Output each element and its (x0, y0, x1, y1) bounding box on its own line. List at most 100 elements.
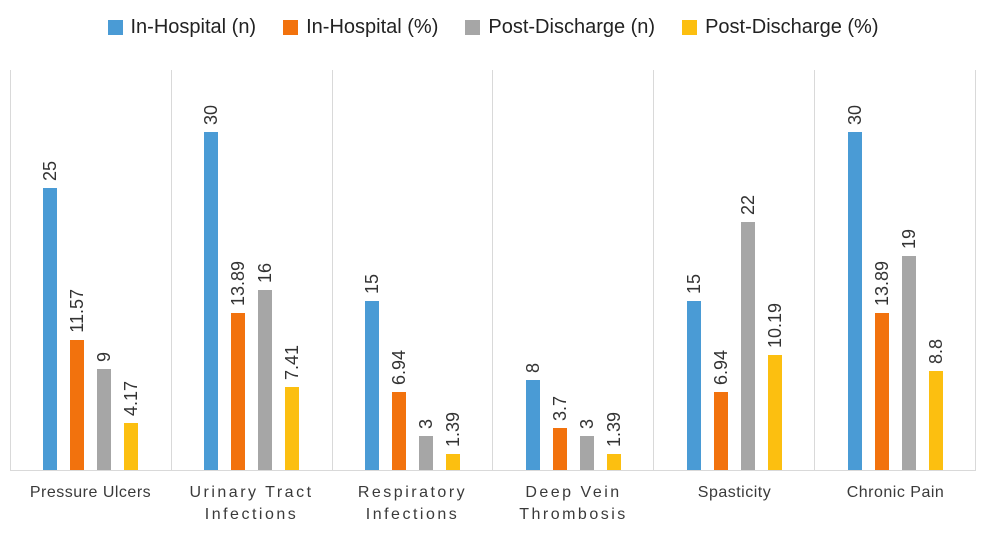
bar-wrap-post-discharge: 10.19 (761, 70, 788, 470)
bar-in-hospital-deep-vein-thrombosis (552, 428, 567, 470)
category-label-line: Pressure Ulcers (29, 484, 152, 501)
bar-wrap-post-discharge: 1.39 (600, 70, 627, 470)
category-label-line: Respiratory (357, 484, 468, 501)
bar-cluster: 25 11.57 9 4.17 (37, 70, 145, 470)
category-label-line: Infections (204, 505, 299, 523)
bar-value-label: 8 (522, 362, 543, 373)
category-label-line: Chronic Pain (846, 484, 945, 501)
bar-wrap-in-hospital-n: 15 (680, 70, 707, 470)
bar-in-hospital-n-deep-vein-thrombosis (525, 380, 540, 470)
bar-value-label: 22 (737, 194, 758, 215)
legend-item-post-discharge: Post-Discharge (%) (682, 16, 878, 39)
bar-wrap-in-hospital: 6.94 (386, 70, 413, 470)
bar-post-discharge-respiratory-infections (446, 454, 461, 470)
bar-cluster: 30 13.89 19 8.8 (841, 70, 949, 470)
bar-wrap-post-discharge-n: 16 (252, 70, 279, 470)
category-label-line: Infections (365, 505, 460, 523)
bar-value-label: 19 (898, 228, 919, 249)
category-group-deep-vein-thrombosis: 8 3.7 3 1.39 (493, 70, 655, 470)
bar-in-hospital-spasticity (713, 392, 728, 470)
bar-value-label: 30 (844, 104, 865, 125)
bar-value-label: 1.39 (603, 411, 624, 447)
bar-in-hospital-n-chronic-pain (847, 132, 862, 470)
category-group-chronic-pain: 30 13.89 19 8.8 (815, 70, 976, 470)
bar-post-discharge-chronic-pain (928, 371, 943, 470)
category-label-deep-vein-thrombosis: Deep Vein Thrombosis (493, 482, 654, 525)
bar-wrap-in-hospital: 6.94 (707, 70, 734, 470)
category-label-line: Deep Vein (525, 484, 622, 501)
bar-value-label: 3 (416, 418, 437, 429)
bar-value-label: 15 (683, 273, 704, 294)
legend-label: In-Hospital (%) (306, 15, 439, 38)
bar-value-label: 3 (576, 418, 597, 429)
bar-value-label: 6.94 (389, 349, 410, 385)
bar-wrap-post-discharge-n: 9 (91, 70, 118, 470)
chart-legend: In-Hospital (n) In-Hospital (%) Post-Disch… (0, 12, 986, 42)
bar-wrap-post-discharge: 7.41 (279, 70, 306, 470)
bar-post-discharge-pressure-ulcers (124, 423, 139, 470)
legend-label: In-Hospital (n) (130, 15, 257, 38)
bar-post-discharge-n-pressure-ulcers (97, 369, 112, 470)
bar-value-label: 4.17 (121, 380, 142, 416)
bar-wrap-post-discharge-n: 19 (895, 70, 922, 470)
category-label-chronic-pain: Chronic Pain (815, 482, 976, 525)
bar-post-discharge-spasticity (767, 355, 782, 470)
bar-post-discharge-n-urinary-tract-infections (258, 290, 273, 470)
category-group-urinary-tract-infections: 30 13.89 16 7.41 (172, 70, 333, 470)
bar-value-label: 15 (362, 273, 383, 294)
category-label-line: Spasticity (697, 484, 772, 501)
legend-swatch-icon (682, 19, 698, 35)
bar-in-hospital-respiratory-infections (392, 392, 407, 470)
bar-wrap-post-discharge-n: 22 (734, 70, 761, 470)
bar-wrap-in-hospital-n: 30 (841, 70, 868, 470)
bar-value-label: 8.8 (925, 338, 946, 364)
bar-wrap-in-hospital: 13.89 (868, 70, 895, 470)
legend-item-in-hospital-n: In-Hospital (n) (107, 15, 257, 39)
bar-value-label: 9 (94, 351, 115, 362)
category-label-line: Thrombosis (519, 505, 628, 523)
bar-wrap-post-discharge: 4.17 (118, 70, 145, 470)
bar-wrap-in-hospital: 3.7 (546, 70, 573, 470)
bar-wrap-post-discharge: 1.39 (440, 70, 467, 470)
category-group-respiratory-infections: 15 6.94 3 1.39 (333, 70, 494, 470)
bar-in-hospital-n-respiratory-infections (365, 301, 380, 470)
legend-swatch-icon (107, 19, 123, 35)
category-axis: Pressure Ulcers Urinary Tract Infections Re… (10, 482, 976, 525)
bar-value-label: 30 (201, 104, 222, 125)
bar-post-discharge-n-deep-vein-thrombosis (579, 436, 594, 470)
bar-wrap-in-hospital-n: 15 (359, 70, 386, 470)
bar-post-discharge-urinary-tract-infections (285, 387, 300, 470)
legend-label: Post-Discharge (n) (488, 15, 656, 38)
bar-in-hospital-pressure-ulcers (70, 340, 85, 470)
bar-value-label: 13.89 (228, 260, 249, 306)
legend-swatch-icon (283, 19, 299, 35)
bar-in-hospital-n-pressure-ulcers (43, 188, 58, 470)
bar-value-label: 13.89 (871, 260, 892, 306)
bar-cluster: 15 6.94 22 10.19 (680, 70, 788, 470)
category-group-spasticity: 15 6.94 22 10.19 (654, 70, 816, 470)
category-label-line: Urinary Tract (189, 484, 314, 501)
bar-in-hospital-urinary-tract-infections (231, 313, 246, 470)
bar-cluster: 15 6.94 3 1.39 (359, 70, 467, 470)
bar-wrap-post-discharge-n: 3 (413, 70, 440, 470)
bar-in-hospital-chronic-pain (874, 313, 889, 470)
category-label-pressure-ulcers: Pressure Ulcers (10, 482, 171, 525)
bar-wrap-post-discharge: 8.8 (922, 70, 949, 470)
category-label-respiratory-infections: Respiratory Infections (332, 482, 493, 525)
bar-wrap-in-hospital-n: 25 (37, 70, 64, 470)
bar-cluster: 30 13.89 16 7.41 (198, 70, 306, 470)
plot-area: 25 11.57 9 4.17 30 13.89 16 7.41 15 6.94 3 1.39 8 3.7… (10, 70, 976, 471)
bar-value-label: 1.39 (443, 411, 464, 447)
bar-in-hospital-n-urinary-tract-infections (204, 132, 219, 470)
bar-wrap-in-hospital: 11.57 (64, 70, 91, 470)
category-group-pressure-ulcers: 25 11.57 9 4.17 (11, 70, 172, 470)
bar-post-discharge-n-spasticity (740, 222, 755, 470)
bar-wrap-in-hospital: 13.89 (225, 70, 252, 470)
bar-value-label: 3.7 (549, 395, 570, 421)
bar-value-label: 11.57 (67, 289, 88, 333)
bar-wrap-in-hospital-n: 8 (519, 70, 546, 470)
bar-post-discharge-deep-vein-thrombosis (606, 454, 621, 470)
bar-in-hospital-n-spasticity (686, 301, 701, 470)
legend-item-in-hospital: In-Hospital (%) (283, 16, 438, 39)
